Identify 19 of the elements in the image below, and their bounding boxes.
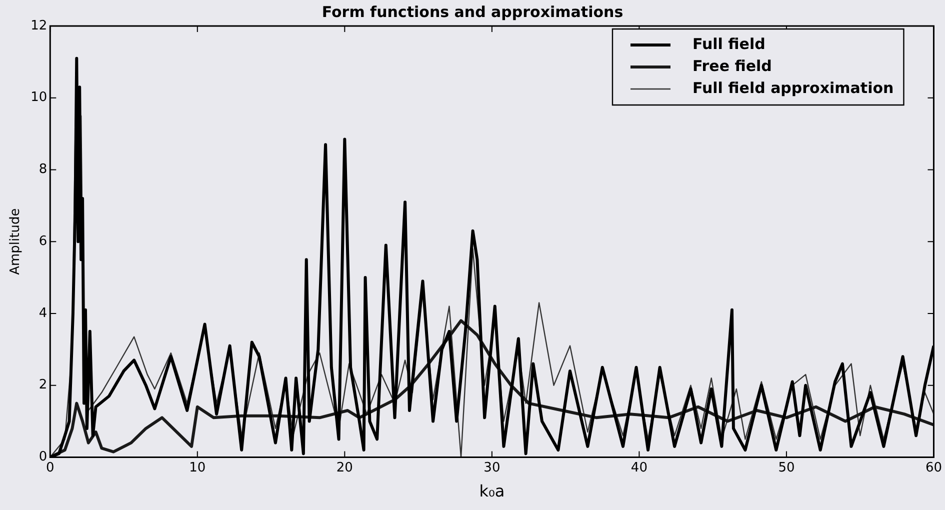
y-tick-label: 0 bbox=[38, 450, 48, 465]
x-tick-label: 10 bbox=[189, 460, 206, 476]
y-tick-label: 6 bbox=[38, 234, 48, 249]
y-tick-label: 2 bbox=[38, 378, 48, 393]
y-tick-label: 12 bbox=[30, 18, 48, 34]
x-tick-label: 60 bbox=[925, 460, 942, 476]
x-tick-label: 20 bbox=[336, 460, 353, 476]
y-tick-label: 4 bbox=[38, 306, 48, 321]
chart-title: Form functions and approximations bbox=[322, 2, 624, 21]
legend-label: Full field bbox=[692, 34, 766, 53]
x-tick-label: 50 bbox=[778, 460, 795, 476]
legend-label: Full field approximation bbox=[692, 78, 894, 97]
x-tick-label: 30 bbox=[484, 460, 500, 476]
legend-label: Free field bbox=[692, 56, 772, 75]
x-tick-label: 40 bbox=[630, 460, 648, 476]
y-tick-label: 8 bbox=[38, 162, 48, 178]
x-axis-title: k₀a bbox=[479, 482, 505, 501]
y-tick-label: 10 bbox=[30, 90, 48, 106]
y-axis-title: Amplitude bbox=[8, 208, 24, 275]
